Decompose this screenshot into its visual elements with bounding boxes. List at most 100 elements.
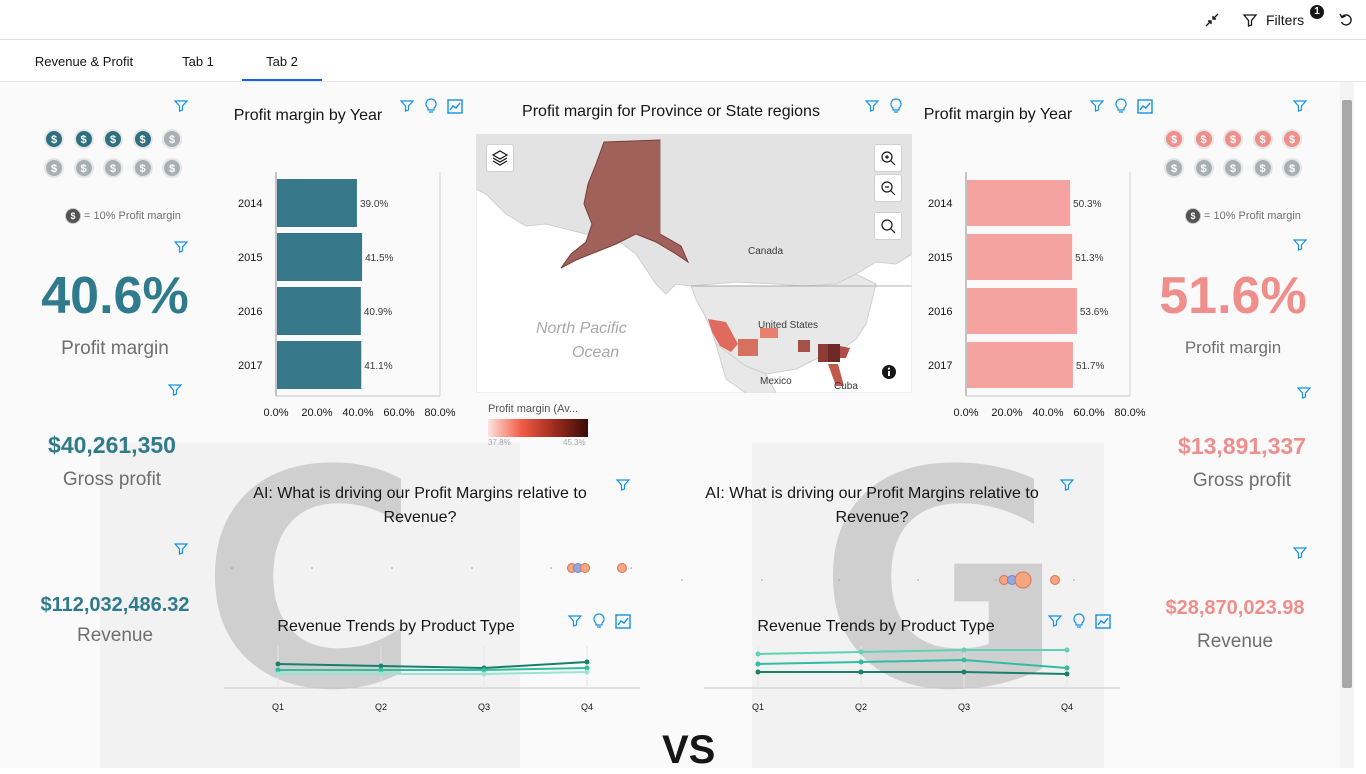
chart-title-profit-margin-by-year-right: Profit margin by Year [923,106,1073,123]
data-point[interactable] [584,665,590,671]
map-legend-min: 37.8% [488,438,511,447]
series-line[interactable] [757,649,1067,655]
tab-1[interactable]: Tab 1 [182,54,214,69]
data-point[interactable] [1064,665,1070,671]
data-point[interactable] [584,669,590,675]
bar[interactable] [967,180,1071,226]
filter-icon[interactable] [1293,100,1307,112]
chart-icon[interactable] [615,614,631,629]
chart-icon[interactable] [1137,99,1153,114]
chart-icon[interactable] [447,99,463,114]
zoom-in-button[interactable] [874,144,902,172]
filter-icon[interactable] [168,384,182,396]
bar[interactable] [277,179,357,227]
data-point[interactable] [378,667,384,673]
tab-2[interactable]: Tab 2 [242,41,322,81]
data-point[interactable] [961,657,967,663]
profit-margin-label-right: Profit margin [1184,338,1282,357]
bar[interactable] [277,341,362,389]
lightbulb-icon[interactable] [424,98,438,114]
data-point[interactable] [858,669,864,675]
coin-legend-icon: $ [1185,208,1201,224]
x-tick-label: 40.0% [342,407,373,419]
bar[interactable] [277,233,363,281]
map-label-canada: Canada [748,246,784,257]
lightbulb-icon[interactable] [1072,613,1086,629]
data-point[interactable] [584,659,590,665]
filter-icon[interactable] [1297,387,1311,399]
driver-point[interactable] [580,563,590,573]
x-tick-label: Q1 [752,702,764,712]
lightbulb-icon[interactable] [1114,98,1128,114]
filter-icon[interactable] [400,100,414,112]
ai-question-title-left: AI: What is driving our Profit Margins r… [253,485,587,526]
profit-coin-icon: $ [1193,158,1214,178]
revenue-label-right: Revenue [1196,631,1274,652]
filter-icon[interactable] [1293,239,1307,251]
tab-bar: Revenue & Profit Tab 1 Tab 2 [0,41,1366,82]
filter-icon[interactable] [1090,100,1104,112]
ai-driver-plot-left [231,563,632,573]
trend-chart-right: Q1 Q2 Q3 Q4 [704,646,1120,712]
data-point[interactable] [755,669,761,675]
data-point[interactable] [275,671,281,677]
data-point[interactable] [961,647,967,653]
data-point[interactable] [1064,647,1070,653]
layers-button[interactable] [486,144,514,172]
filters-button[interactable]: Filters [1242,10,1304,30]
filter-icon[interactable] [1060,479,1074,491]
map-title: Profit margin for Province or State regi… [522,103,820,120]
data-point[interactable] [961,669,967,675]
series-line[interactable] [278,671,588,675]
filters-count-badge: 1 [1310,5,1324,19]
map-legend-max: 45.3% [563,438,586,447]
lightbulb-icon[interactable] [592,613,606,629]
filter-icon[interactable] [1293,547,1307,559]
gross-profit-value-right: $13,891,337 [1178,433,1306,459]
data-point[interactable] [275,661,281,667]
filter-icon[interactable] [568,615,582,627]
bar[interactable] [967,342,1073,388]
bar[interactable] [277,287,361,335]
data-point[interactable] [275,667,281,673]
series-line[interactable] [278,667,588,671]
scrollbar-thumb[interactable] [1342,100,1352,688]
info-icon[interactable] [881,364,897,380]
data-point[interactable] [1064,671,1070,677]
data-point[interactable] [755,651,761,657]
y-tick-label: 2017 [238,360,262,372]
choropleth-map[interactable]: Canada United States Mexico Cuba North P… [476,134,912,393]
series-line[interactable] [277,661,588,670]
data-point[interactable] [378,671,384,677]
data-point[interactable] [858,659,864,665]
bar[interactable] [967,288,1077,334]
driver-point[interactable] [1050,575,1060,585]
filter-icon[interactable] [616,479,630,491]
filter-icon[interactable] [174,100,188,112]
filter-icon[interactable] [1048,615,1062,627]
data-point[interactable] [481,667,487,673]
watermark-letter-c: C [200,407,421,756]
zoom-out-button[interactable] [874,174,902,202]
data-point[interactable] [858,649,864,655]
filter-icon[interactable] [174,543,188,555]
lightbulb-icon[interactable] [889,98,903,114]
y-tick-label: 2016 [238,306,262,318]
data-point[interactable] [378,663,384,669]
map-search-button[interactable] [874,212,902,240]
bar[interactable] [967,234,1073,280]
series-line[interactable] [757,658,1068,669]
driver-point[interactable] [617,563,627,573]
series-line[interactable] [758,671,1068,675]
x-tick-label: 0.0% [953,407,978,419]
tab-revenue-profit[interactable]: Revenue & Profit [34,54,134,69]
data-point[interactable] [481,671,487,677]
driver-point[interactable] [1014,571,1032,589]
filter-icon[interactable] [174,241,188,253]
filter-icon[interactable] [865,100,879,112]
reset-icon[interactable] [1338,10,1354,30]
data-point[interactable] [755,661,761,667]
collapse-icon[interactable] [1203,10,1221,30]
chart-icon[interactable] [1095,614,1111,629]
gross-profit-value: $40,261,350 [48,432,176,458]
